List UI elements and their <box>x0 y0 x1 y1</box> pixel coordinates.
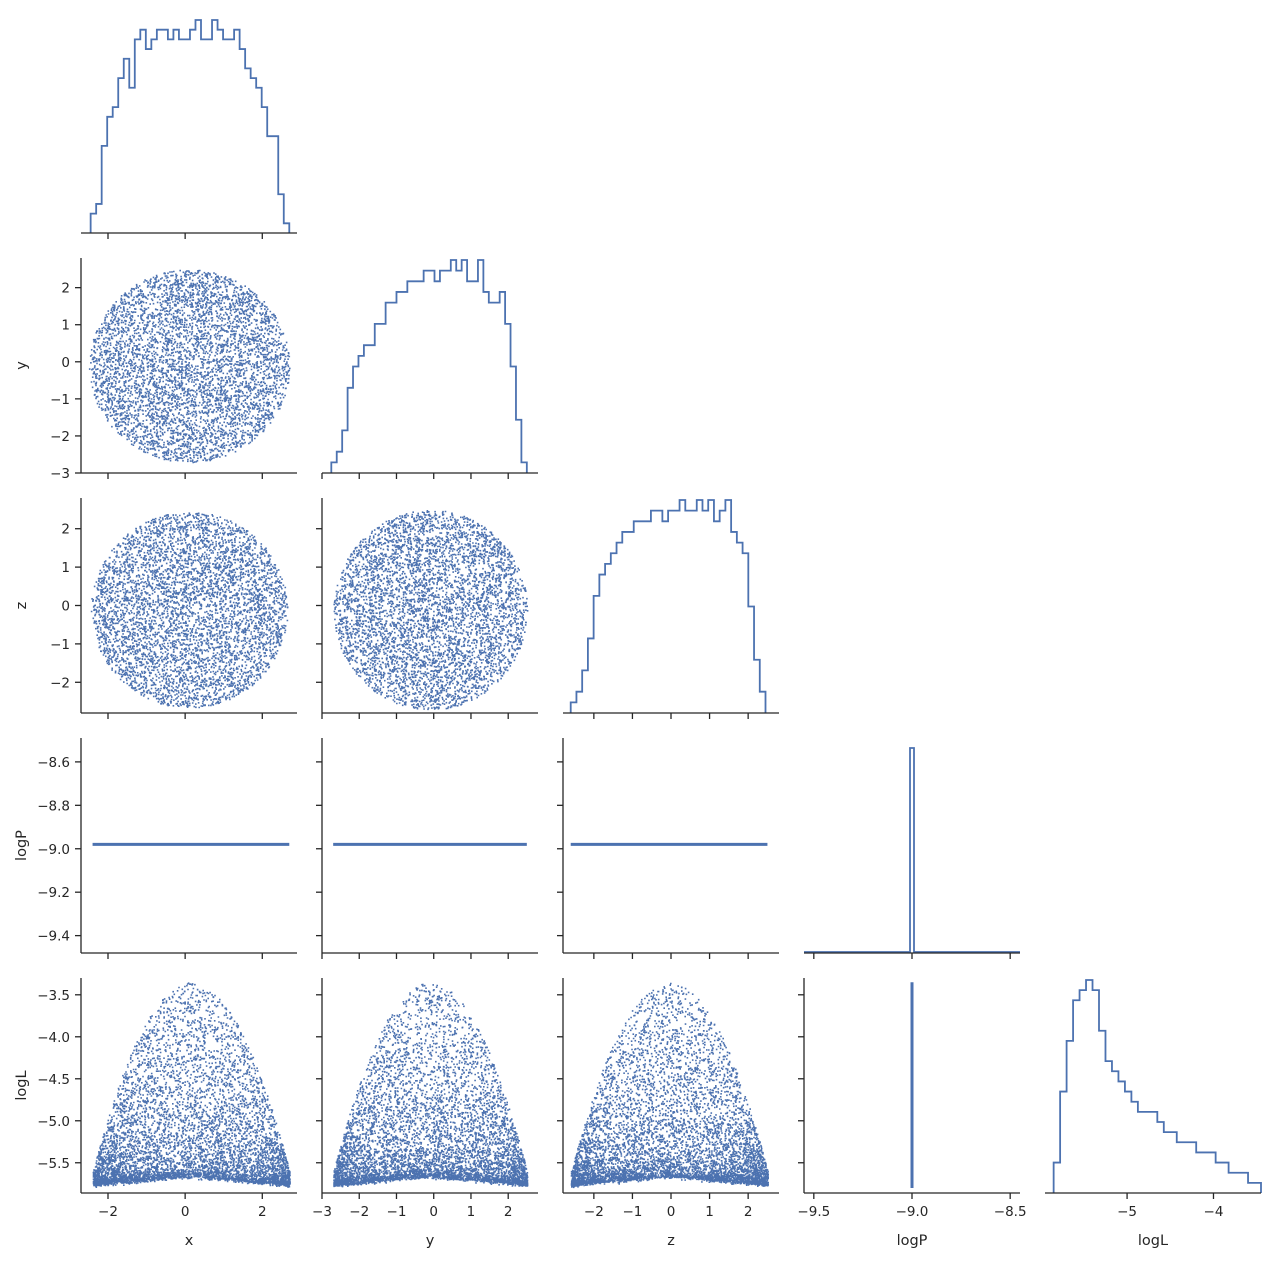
y-tick-label: 1 <box>61 318 70 334</box>
y-tick-label: −1 <box>50 392 70 408</box>
x-axis-label: logL <box>1138 1233 1168 1249</box>
y-tick-label: −2 <box>50 675 70 691</box>
y-tick-label: −9.2 <box>37 885 70 901</box>
scatter-z-x <box>90 512 289 709</box>
scatter-logL-x <box>92 982 291 1188</box>
x-tick-label: −9.5 <box>797 1204 830 1220</box>
y-tick-label: −2 <box>50 429 70 445</box>
panel-logP-vs-y <box>316 738 538 959</box>
panel-diag-y <box>321 259 538 479</box>
y-tick-label: −5.5 <box>37 1156 70 1172</box>
x-axis-label: y <box>426 1233 435 1249</box>
y-axis-label: y <box>14 361 30 370</box>
y-axis-label: logL <box>14 1070 30 1100</box>
x-tick-label: −2 <box>584 1204 604 1220</box>
panel-diag-x <box>81 19 297 239</box>
histogram-logL <box>1052 979 1262 1193</box>
x-tick-label: −8.5 <box>994 1204 1027 1220</box>
x-tick-label: 0 <box>429 1204 438 1220</box>
scatter-points <box>88 269 291 464</box>
y-tick-label: −9.4 <box>37 929 70 945</box>
y-tick-label: 2 <box>61 522 70 538</box>
panel-logL-vs-z: −2 −1 0 1 2 z <box>557 978 779 1249</box>
y-tick-label: −1 <box>50 637 70 653</box>
scatter-points <box>90 512 289 709</box>
panel-diag-logL: −5 −4 logL <box>1045 979 1262 1249</box>
x-tick-label: −5 <box>1117 1204 1137 1220</box>
panel-z-vs-y <box>316 498 538 719</box>
scatter-logL-z <box>570 982 769 1189</box>
panel-logL-vs-y: −3 −2 −1 0 1 2 y <box>312 978 538 1249</box>
x-tick-label: 2 <box>504 1204 513 1220</box>
y-tick-label: −5.0 <box>37 1114 70 1130</box>
panel-diag-z <box>563 499 779 719</box>
y-tick-label: 1 <box>61 560 70 576</box>
y-axis-label: z <box>14 602 30 610</box>
x-axis-label: logP <box>897 1233 928 1249</box>
x-tick-label: −1 <box>622 1204 642 1220</box>
x-tick-label: 1 <box>467 1204 476 1220</box>
x-tick-label: −3 <box>312 1204 332 1220</box>
y-tick-label: −9.0 <box>37 842 70 858</box>
x-tick-label: −2 <box>349 1204 369 1220</box>
x-tick-label: −9.0 <box>896 1204 929 1220</box>
y-tick-label: −8.8 <box>37 798 70 814</box>
y-tick-label: −8.6 <box>37 755 70 771</box>
panel-logP-vs-z <box>557 738 779 959</box>
scatter-points <box>333 983 529 1188</box>
panel-logL-vs-x: −2 0 2 x −5.5 −5.0 −4.5 −4.0 −3.5 logL <box>14 978 297 1249</box>
histogram-z <box>569 499 767 713</box>
y-tick-label: 2 <box>61 281 70 297</box>
x-axis-label: x <box>185 1233 194 1249</box>
panel-y-vs-x: −3 −2 −1 0 1 2 y <box>14 258 297 482</box>
histogram-x <box>89 19 291 233</box>
x-tick-label: 0 <box>667 1204 676 1220</box>
panel-logL-vs-logP: −9.5 −9.0 −8.5 logP <box>797 978 1027 1249</box>
y-axis-label: logP <box>14 830 30 861</box>
x-tick-label: 1 <box>705 1204 714 1220</box>
scatter-points <box>570 982 769 1189</box>
x-tick-label: 0 <box>181 1204 190 1220</box>
scatter-points <box>333 510 529 711</box>
y-tick-label: −3.5 <box>37 988 70 1004</box>
panel-diag-logP <box>804 747 1020 959</box>
histogram-y <box>330 259 528 473</box>
histogram-logP <box>804 747 1020 953</box>
scatter-logL-y <box>333 983 529 1188</box>
y-tick-label: 0 <box>61 599 70 615</box>
y-tick-label: −3 <box>50 466 70 482</box>
scatter-z-y <box>333 510 529 711</box>
x-tick-label: −1 <box>387 1204 407 1220</box>
x-axis-label: z <box>667 1233 675 1249</box>
y-tick-label: −4.5 <box>37 1072 70 1088</box>
y-tick-label: 0 <box>61 355 70 371</box>
scatter-points <box>92 982 291 1188</box>
scatter-y-x <box>88 269 291 464</box>
y-tick-label: −4.0 <box>37 1030 70 1046</box>
x-tick-label: 2 <box>744 1204 753 1220</box>
x-tick-label: −2 <box>98 1204 118 1220</box>
panel-logP-vs-x: −9.4 −9.2 −9.0 −8.8 −8.6 logP <box>14 738 297 959</box>
x-tick-label: −4 <box>1204 1204 1224 1220</box>
x-tick-label: 2 <box>258 1204 267 1220</box>
panel-z-vs-x: −2 −1 0 1 2 z <box>14 498 297 719</box>
